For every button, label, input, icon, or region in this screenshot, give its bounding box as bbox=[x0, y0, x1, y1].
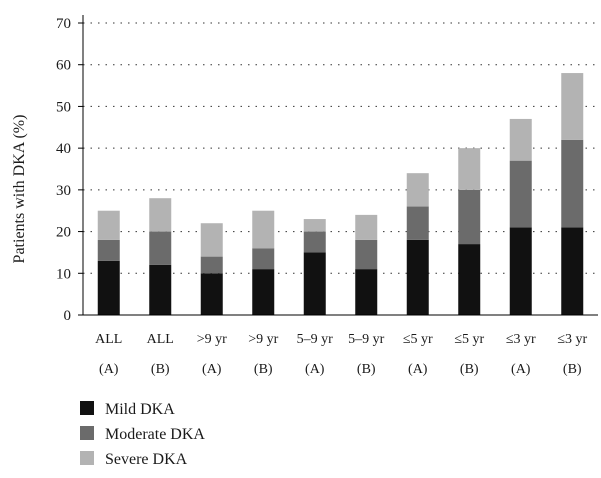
x-tick-label: ALL bbox=[147, 332, 174, 347]
bar-segment-mild-dka bbox=[509, 227, 532, 315]
x-tick-labels: ALL (A) ALL (B) >9 yr (A) >9 yr (B) 5–9 yr (A) 5–9… bbox=[95, 332, 587, 377]
bar-segment-severe-dka bbox=[97, 210, 120, 240]
bar-segment-moderate-dka bbox=[509, 160, 532, 228]
bar-segment-mild-dka bbox=[561, 227, 584, 315]
x-tick-label-group: (B) bbox=[357, 362, 376, 377]
bar-segment-mild-dka bbox=[200, 273, 223, 315]
legend-swatch bbox=[80, 451, 94, 465]
legend-swatch bbox=[80, 401, 94, 415]
x-tick-label-group: (A) bbox=[202, 362, 222, 377]
x-tick-label-group: (B) bbox=[460, 362, 479, 377]
bar-segment-severe-dka bbox=[509, 118, 532, 161]
y-tick-label: 60 bbox=[56, 58, 71, 74]
x-tick-label: ≤5 yr bbox=[454, 332, 484, 347]
bar-segment-moderate-dka bbox=[149, 231, 172, 265]
bar-segment-severe-dka bbox=[406, 173, 429, 207]
bar-segment-moderate-dka bbox=[303, 231, 326, 253]
bar-segment-severe-dka bbox=[355, 214, 378, 240]
bar-segment-mild-dka bbox=[303, 252, 326, 315]
x-tick-label: ≤3 yr bbox=[557, 332, 587, 347]
bar-segment-moderate-dka bbox=[355, 239, 378, 270]
y-tick-labels: 0 10 20 30 40 50 60 70 bbox=[56, 16, 71, 324]
bar-segment-moderate-dka bbox=[561, 139, 584, 228]
y-tick-label: 10 bbox=[56, 266, 71, 282]
x-tick-label-group: (A) bbox=[408, 362, 428, 377]
x-tick-label: 5–9 yr bbox=[297, 332, 334, 347]
bar-segment-moderate-dka bbox=[97, 239, 120, 261]
bar-segment-mild-dka bbox=[355, 269, 378, 315]
bar-segment-moderate-dka bbox=[458, 189, 481, 245]
y-tick-label: 20 bbox=[56, 225, 71, 241]
bar-segment-severe-dka bbox=[561, 73, 584, 140]
legend: Mild DKA Moderate DKA Severe DKA bbox=[80, 401, 205, 468]
bar-segment-moderate-dka bbox=[406, 206, 429, 240]
bar-segment-moderate-dka bbox=[200, 256, 223, 274]
x-tick-label: >9 yr bbox=[197, 332, 227, 347]
bars bbox=[97, 73, 584, 315]
bar-segment-moderate-dka bbox=[252, 248, 275, 270]
y-tick-label: 0 bbox=[64, 308, 72, 324]
x-tick-label-group: (A) bbox=[305, 362, 325, 377]
bar-segment-mild-dka bbox=[97, 260, 120, 315]
x-tick-label-group: (B) bbox=[254, 362, 273, 377]
x-tick-label: >9 yr bbox=[248, 332, 278, 347]
bar-segment-severe-dka bbox=[252, 210, 275, 249]
x-tick-label: ≤3 yr bbox=[506, 332, 536, 347]
bar-segment-mild-dka bbox=[406, 239, 429, 315]
bar-segment-severe-dka bbox=[303, 219, 326, 232]
bar-segment-mild-dka bbox=[252, 269, 275, 315]
bar-segment-mild-dka bbox=[149, 264, 172, 315]
x-tick-label-group: (B) bbox=[563, 362, 582, 377]
y-tick-label: 50 bbox=[56, 99, 71, 115]
legend-label: Moderate DKA bbox=[105, 426, 205, 443]
bar-segment-severe-dka bbox=[149, 198, 172, 232]
y-tick-label: 70 bbox=[56, 16, 71, 32]
y-tick-label: 40 bbox=[56, 141, 71, 157]
y-axis-label: Patients with DKA (%) bbox=[11, 115, 28, 264]
bar-segment-mild-dka bbox=[458, 244, 481, 315]
x-tick-label: ALL bbox=[95, 332, 122, 347]
legend-swatch bbox=[80, 426, 94, 440]
x-tick-label: 5–9 yr bbox=[348, 332, 385, 347]
y-tick-label: 30 bbox=[56, 183, 71, 199]
bar-segment-severe-dka bbox=[458, 148, 481, 190]
x-tick-label-group: (A) bbox=[99, 362, 119, 377]
legend-label: Mild DKA bbox=[105, 401, 175, 418]
bar-segment-severe-dka bbox=[200, 223, 223, 257]
x-tick-label-group: (A) bbox=[511, 362, 531, 377]
legend-label: Severe DKA bbox=[105, 451, 188, 468]
x-tick-label: ≤5 yr bbox=[403, 332, 433, 347]
axes bbox=[78, 15, 598, 316]
x-tick-label-group: (B) bbox=[151, 362, 170, 377]
